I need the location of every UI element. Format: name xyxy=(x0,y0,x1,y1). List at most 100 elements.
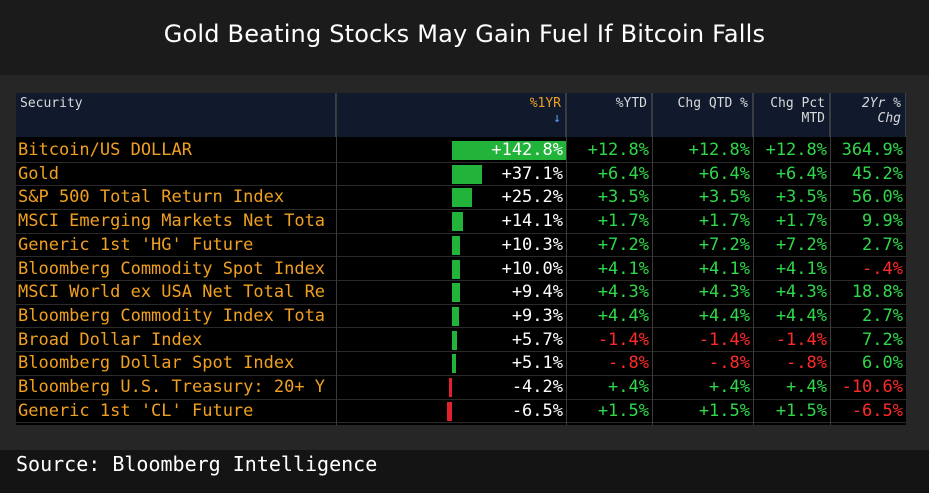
security-name: Broad Dollar Index xyxy=(18,329,203,350)
two-yr-value: 56.0% xyxy=(851,187,903,208)
mtd-value: +12.8% xyxy=(765,140,827,160)
security-name: Bloomberg U.S. Treasury: 20+ Y xyxy=(18,377,326,397)
one-yr-value: -6.5% xyxy=(511,400,563,421)
ytd-value: +12.8% xyxy=(587,140,649,160)
qtd-value: +3.5% xyxy=(698,187,750,208)
table-row[interactable]: Bloomberg Commodity Spot Index +10.0% +4.1… xyxy=(16,258,906,281)
table-row[interactable]: Bloomberg U.S. Treasury: 20+ Y -4.2% +.4% +… xyxy=(16,376,906,400)
one-yr-bar xyxy=(452,283,460,303)
header-mtd[interactable]: Chg Pct MTD xyxy=(753,93,830,137)
ytd-value: +6.4% xyxy=(597,163,649,184)
mtd-value: +1.5% xyxy=(775,400,827,421)
ytd-value: +1.7% xyxy=(597,211,649,232)
one-yr-bar xyxy=(452,306,460,326)
two-yr-value: -10.6% xyxy=(841,377,903,397)
security-name: Bitcoin/US DOLLAR xyxy=(18,140,192,160)
table-row[interactable]: Bloomberg Dollar Spot Index +5.1% -.8% -.8%… xyxy=(16,352,906,376)
header-mtd-label-1: Chg Pct xyxy=(770,96,825,111)
table-row[interactable]: Gold +37.1% +6.4% +6.4% +6.4% 45.2% xyxy=(16,163,906,187)
one-yr-value: +5.1% xyxy=(511,353,563,374)
security-name: Bloomberg Dollar Spot Index xyxy=(18,353,295,374)
mtd-value: -1.4% xyxy=(775,329,827,350)
qtd-value: -1.4% xyxy=(698,329,750,350)
security-name: Generic 1st 'HG' Future xyxy=(18,234,254,255)
qtd-value: +6.4% xyxy=(698,163,750,184)
footer xyxy=(0,450,929,493)
table-row[interactable]: Bitcoin/US DOLLAR +142.8% +12.8% +12.8% +12.… xyxy=(16,139,906,163)
security-name: MSCI Emerging Markets Net Tota xyxy=(18,211,326,232)
two-yr-value: 2.7% xyxy=(862,234,903,255)
security-name: S&P 500 Total Return Index xyxy=(18,187,285,208)
one-yr-bar xyxy=(452,354,457,374)
two-yr-value: -6.5% xyxy=(851,400,903,421)
sort-down-icon: ↓ xyxy=(553,111,561,126)
header-two-yr[interactable]: 2Yr % Chg xyxy=(830,93,906,137)
table-row[interactable]: MSCI Emerging Markets Net Tota +14.1% +1.7… xyxy=(16,210,906,234)
one-yr-value: +10.0% xyxy=(501,258,563,279)
column-divider xyxy=(566,93,567,425)
one-yr-value: +9.3% xyxy=(511,305,563,326)
table-row[interactable]: MSCI World ex USA Net Total Re +9.4% +4.3%… xyxy=(16,281,906,305)
two-yr-value: 45.2% xyxy=(851,163,903,184)
one-yr-value: +25.2% xyxy=(501,187,563,208)
header-one-yr[interactable]: %1YR ↓ xyxy=(336,93,566,137)
two-yr-value: -.4% xyxy=(862,258,903,279)
one-yr-value: +37.1% xyxy=(501,163,563,184)
chart-title: Gold Beating Stocks May Gain Fuel If Bit… xyxy=(163,20,766,48)
security-name: Bloomberg Commodity Spot Index xyxy=(18,258,326,279)
mtd-value: +6.4% xyxy=(775,163,827,184)
security-name: Bloomberg Commodity Index Tota xyxy=(18,305,326,326)
qtd-value: +4.3% xyxy=(698,282,750,303)
header-qtd-label: Chg QTD % xyxy=(677,96,748,111)
ytd-value: +.4% xyxy=(608,377,649,397)
header-two-yr-label: 2Yr % Chg xyxy=(861,96,901,126)
qtd-value: +1.7% xyxy=(698,211,750,232)
ytd-value: +7.2% xyxy=(597,234,649,255)
qtd-value: +7.2% xyxy=(698,234,750,255)
header-mtd-label-2: MTD xyxy=(801,111,825,126)
header-ytd[interactable]: %YTD xyxy=(566,93,652,137)
one-yr-value: +10.3% xyxy=(501,234,563,255)
security-name: MSCI World ex USA Net Total Re xyxy=(18,282,326,303)
ytd-value: +4.1% xyxy=(597,258,649,279)
header-ytd-label: %YTD xyxy=(615,96,647,111)
ytd-value: +3.5% xyxy=(597,187,649,208)
qtd-value: +4.4% xyxy=(698,305,750,326)
column-divider xyxy=(336,93,337,425)
column-divider xyxy=(753,93,754,425)
two-yr-value: 18.8% xyxy=(851,282,903,303)
two-yr-value: 2.7% xyxy=(862,305,903,326)
mtd-value: +1.7% xyxy=(775,211,827,232)
table-row[interactable]: Generic 1st 'HG' Future +10.3% +7.2% +7.2% +… xyxy=(16,234,906,258)
header-security[interactable]: Security xyxy=(16,93,336,137)
ytd-value: +4.4% xyxy=(597,305,649,326)
performance-table: Security %1YR ↓ %YTD Chg QTD % Chg Pct M… xyxy=(16,93,906,425)
one-yr-value: +9.4% xyxy=(511,282,563,303)
mtd-value: -.8% xyxy=(786,353,827,374)
table-row[interactable]: Generic 1st 'CL' Future -6.5% +1.5% +1.5% +1… xyxy=(16,400,906,424)
mtd-value: +4.3% xyxy=(775,282,827,303)
table-row[interactable]: S&P 500 Total Return Index +25.2% +3.5% +3.… xyxy=(16,186,906,210)
one-yr-value: +14.1% xyxy=(501,211,563,232)
table-row[interactable]: Broad Dollar Index +5.7% -1.4% -1.4% -1.4% 7.… xyxy=(16,329,906,353)
one-yr-bar xyxy=(452,164,482,184)
two-yr-value: 364.9% xyxy=(841,140,903,160)
qtd-value: -.8% xyxy=(709,353,750,374)
header-security-label: Security xyxy=(20,96,83,111)
one-yr-bar xyxy=(452,141,566,160)
one-yr-bar xyxy=(452,330,457,350)
one-yr-bar xyxy=(452,235,461,255)
mtd-value: +4.4% xyxy=(775,305,827,326)
header-one-yr-label: %1YR xyxy=(529,96,561,111)
header-qtd[interactable]: Chg QTD % xyxy=(652,93,753,137)
title-bar: Gold Beating Stocks May Gain Fuel If Bit… xyxy=(0,0,929,75)
mtd-value: +7.2% xyxy=(775,234,827,255)
table-row[interactable]: Bloomberg Commodity Index Tota +9.3% +4.4%… xyxy=(16,305,906,329)
ytd-value: -1.4% xyxy=(597,329,649,350)
two-yr-value: 7.2% xyxy=(862,329,903,350)
ytd-value: +1.5% xyxy=(597,400,649,421)
source-note: Source: Bloomberg Intelligence xyxy=(16,452,378,476)
mtd-value: +3.5% xyxy=(775,187,827,208)
two-yr-value: 6.0% xyxy=(862,353,903,374)
security-name: Generic 1st 'CL' Future xyxy=(18,400,254,421)
